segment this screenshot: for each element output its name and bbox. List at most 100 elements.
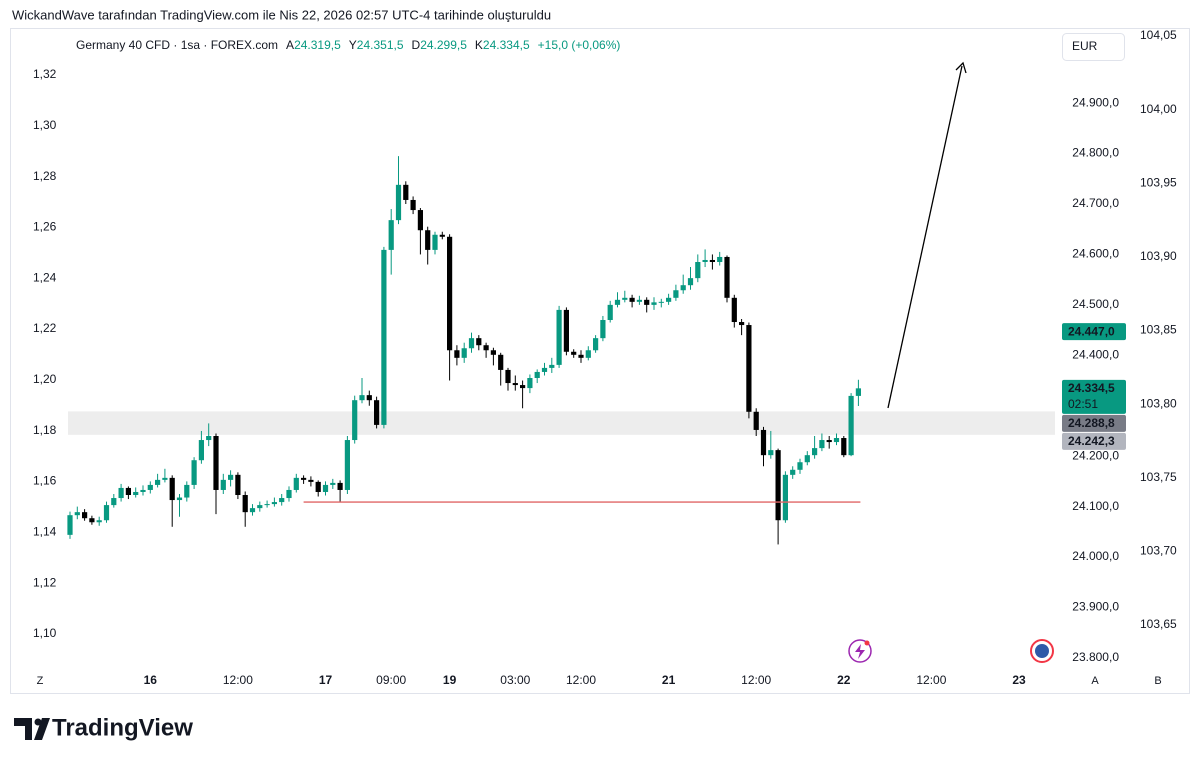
candle-body (228, 474, 234, 480)
candle-body (74, 512, 80, 516)
y-tick-label: 24.100,0 (1072, 499, 1119, 513)
legend-value: 24.319,5 (294, 38, 341, 52)
candle-body (315, 481, 321, 492)
price-label-box (1062, 414, 1126, 432)
price-label-box (1062, 432, 1126, 450)
axis-button: Z (37, 675, 44, 687)
candle-body (556, 309, 562, 365)
currency-button[interactable] (1062, 33, 1125, 61)
candle-body (833, 438, 840, 443)
candle-body (191, 460, 197, 485)
candle-body (308, 479, 314, 482)
right-tick-label: 103,90 (1140, 249, 1177, 263)
candle-body (293, 477, 299, 490)
candle-body (82, 512, 88, 519)
candle-body (403, 184, 409, 200)
price-label-time: 02:51 (1068, 397, 1098, 411)
candle-body (381, 249, 387, 425)
price-label: 24.334,5 (1068, 381, 1115, 395)
candle-body (629, 297, 635, 302)
y-tick-label: 24.900,0 (1072, 95, 1119, 109)
x-tick-label: 12:00 (223, 673, 253, 687)
price-label: 24.242,3 (1068, 434, 1115, 448)
candle-body (125, 487, 131, 496)
candle-body (520, 385, 526, 389)
candle-body (454, 350, 460, 358)
header-title: WickandWave tarafından TradingView.com i… (12, 7, 551, 22)
y-tick-label: 24.400,0 (1072, 347, 1119, 361)
left-tick-label: 1,18 (33, 423, 57, 437)
candle-body (140, 489, 146, 492)
right-tick-label: 103,65 (1140, 617, 1177, 631)
candle-body (96, 520, 102, 523)
candle-body (607, 304, 613, 320)
candle-body (534, 371, 540, 378)
x-tick-label: 23 (1012, 673, 1026, 687)
currency-label[interactable]: EUR (1072, 39, 1098, 53)
zone (68, 411, 1055, 435)
candle-body (468, 338, 475, 349)
right-tick-label: 104,00 (1140, 102, 1177, 116)
candle-body (717, 256, 723, 262)
candle-body (622, 297, 628, 300)
candle-body (366, 395, 372, 401)
candle-body (826, 440, 832, 443)
candle-body (213, 436, 219, 490)
candle-body (103, 505, 110, 521)
candle-body (753, 411, 759, 430)
y-tick-label: 24.700,0 (1072, 196, 1119, 210)
frame (10, 28, 1190, 694)
candle-body (775, 450, 781, 521)
candle-body (67, 515, 73, 535)
legend-key: D (412, 38, 421, 52)
x-tick-label: 19 (443, 673, 457, 687)
candle-body (680, 285, 686, 291)
candle-body (512, 383, 518, 386)
candle-body (644, 299, 650, 305)
legend-symbol: Germany 40 CFD · 1sa · FOREX.com (76, 38, 278, 52)
candle-body (636, 299, 642, 302)
right-tick-label: 103,85 (1140, 323, 1177, 337)
candle-body (395, 184, 402, 221)
candle-body (848, 395, 854, 456)
y-tick-label: 24.800,0 (1072, 146, 1119, 160)
candle-body (344, 440, 350, 490)
legend-value: 24.334,5 (483, 38, 530, 52)
candle-body (651, 302, 657, 305)
flag-inner (1035, 644, 1049, 658)
candle-body (768, 450, 774, 456)
candle-body (184, 484, 190, 498)
candle-body (242, 495, 248, 513)
candle-body (476, 338, 482, 346)
candle-body (782, 474, 788, 521)
price-label-box (1062, 323, 1126, 341)
candle-body (760, 429, 767, 456)
candle-body (855, 388, 861, 396)
candle-body (695, 262, 701, 279)
left-tick-label: 1,28 (33, 169, 57, 183)
candle-body (425, 230, 431, 250)
right-tick-label: 103,80 (1140, 396, 1177, 410)
price-label: 24.447,0 (1068, 324, 1115, 338)
y-tick-label: 24.200,0 (1072, 448, 1119, 462)
right-tick-label: 103,75 (1140, 470, 1177, 484)
left-tick-label: 1,24 (33, 270, 57, 284)
candle-body (330, 482, 336, 485)
candle-body (111, 498, 117, 506)
candle-body (812, 448, 818, 456)
candle-body (410, 199, 416, 211)
candle-body (724, 256, 730, 298)
candle-body (819, 440, 825, 449)
y-tick-label: 23.800,0 (1072, 650, 1119, 664)
axis-button: B (1154, 675, 1161, 687)
candle-body (257, 505, 263, 509)
candle-body (746, 325, 752, 412)
brand-logo-dot (34, 718, 42, 726)
arrow-head (955, 61, 967, 74)
legend-change: +15,0 (+0,06%) (538, 38, 621, 52)
candle-body (490, 350, 496, 355)
left-tick-label: 1,32 (33, 67, 57, 81)
candle-body (162, 477, 168, 480)
brand-logo (14, 718, 50, 740)
